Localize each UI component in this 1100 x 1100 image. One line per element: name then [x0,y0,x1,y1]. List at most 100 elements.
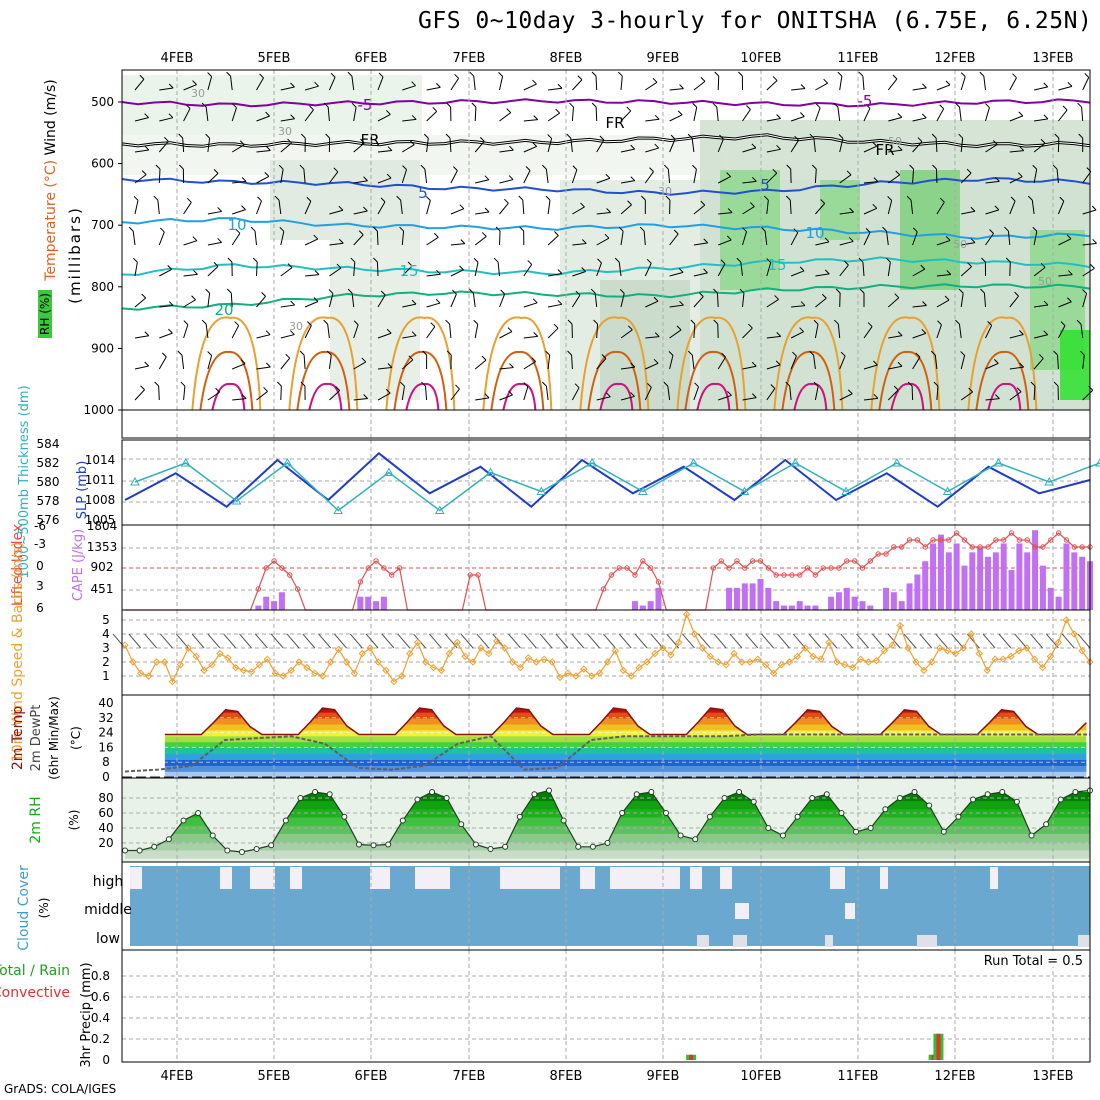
li-marker [914,537,921,543]
wind-barb [1009,115,1024,122]
wind-barb [475,211,490,215]
wind-barb [863,145,877,153]
wind-barb-flag [263,387,268,392]
wind-speed-marker [540,655,548,663]
wind-barb [280,231,285,246]
wind-barb-flag [687,350,693,356]
wind-speed-marker [856,655,865,663]
rh-marker [794,813,801,820]
rh-marker [736,789,743,795]
wind-speed-marker [461,652,469,661]
wind-barb-flag [1030,381,1036,387]
wind-speed-marker [611,647,620,655]
top-day-label: 12FEB [934,51,975,66]
rh-marker [297,795,304,801]
wind-barb-flag [192,236,198,242]
rh-marker [911,789,918,795]
wind-barb [620,148,635,153]
wind-barb-flag [500,289,506,295]
wind-barb-flag [408,355,414,361]
wind-barb-flag [713,319,719,325]
thickness-marker [790,457,801,467]
wind-barb [1058,238,1072,246]
cloud-high-block [290,867,302,889]
cloud-category-label: high [93,874,124,890]
wind-barb-flag [493,257,499,263]
wind-barb [1082,171,1092,184]
wind-barb [961,210,976,215]
rh-marker [1028,832,1035,839]
wind-barb [426,200,431,215]
wind-barb [813,138,816,153]
cape-bar [898,601,905,610]
wind-barb [716,292,719,308]
wind-barb-flag [751,143,757,149]
wind-barb [402,144,415,153]
wind-barb-flag [873,393,879,399]
wind-barb [960,391,973,401]
wind-speed-marker [200,666,208,675]
wind-barb-flag [290,114,295,120]
li-marker [922,544,928,550]
wind-barb [717,176,731,184]
wind-barb-flag [1040,138,1046,144]
rh-band [125,849,1090,859]
surface-wind-barb [1014,633,1028,649]
wind-speed-marker [279,672,287,680]
wind-speed-marker [999,655,1007,663]
rh-shade-6 [900,170,960,290]
wind-barb [912,231,918,246]
wind-barb-flag [872,141,878,147]
temperature-contour-fr-inner [121,134,1091,148]
cape-bar [985,556,992,610]
rh-marker [589,843,596,850]
wind-barb [304,201,312,215]
contour-30-lobe [587,350,642,411]
bottom-day-label: 13FEB [1032,1069,1073,1084]
wind-barb-flag [567,350,572,356]
wind-speed-marker [1023,644,1031,652]
wind-barb [499,202,509,215]
contour-35-lobe [308,382,343,411]
wind-barb-flag [700,200,706,206]
precip-ylabel: 3hr Precip (mm) [79,962,94,1067]
rh-marker [999,789,1006,795]
wind-barb-flag [479,137,485,142]
surface-wind-barb [175,633,189,649]
wind-speed-marker [453,638,461,647]
wind-barb-flag [1012,73,1017,79]
wind-barb-flag [347,71,353,77]
wind-barb-flag [183,320,189,326]
top-day-label: 8FEB [550,51,583,66]
wind-barb-flag [763,195,769,201]
wind-barb-flag [906,195,912,201]
cloud-mid-block [735,903,749,919]
wind-barb [766,299,779,308]
wind-barb-flag [555,108,560,114]
surface-wind-barb [951,633,964,649]
wind-barb-flag [994,205,1000,211]
wind-speed-marker [152,658,161,666]
wind-speed-marker [643,658,651,666]
wind-barb [376,261,379,277]
wind-barb [815,203,826,215]
wind-barb [183,108,191,122]
wind-barb [426,86,441,91]
cape-bar [922,561,929,610]
wind-barb-flag [386,328,392,334]
wind-speed-marker [556,673,564,682]
wind-barb [450,243,465,246]
li-marker [938,537,944,543]
cloud-high-block [130,867,142,889]
surface-wind-barb [808,633,822,649]
wind-speed-marker [184,644,192,652]
bottom-day-label: 10FEB [740,1069,781,1084]
li-marker [255,586,262,592]
li-marker [875,551,881,557]
wind-barb-flag [799,327,804,333]
contour-label: -5 [858,92,873,110]
wind-barb-flag [469,288,474,294]
cape-ylabel: CAPE (J/kg) [71,529,86,601]
wind-barb-flag [966,168,972,174]
wind-barb [596,358,607,370]
